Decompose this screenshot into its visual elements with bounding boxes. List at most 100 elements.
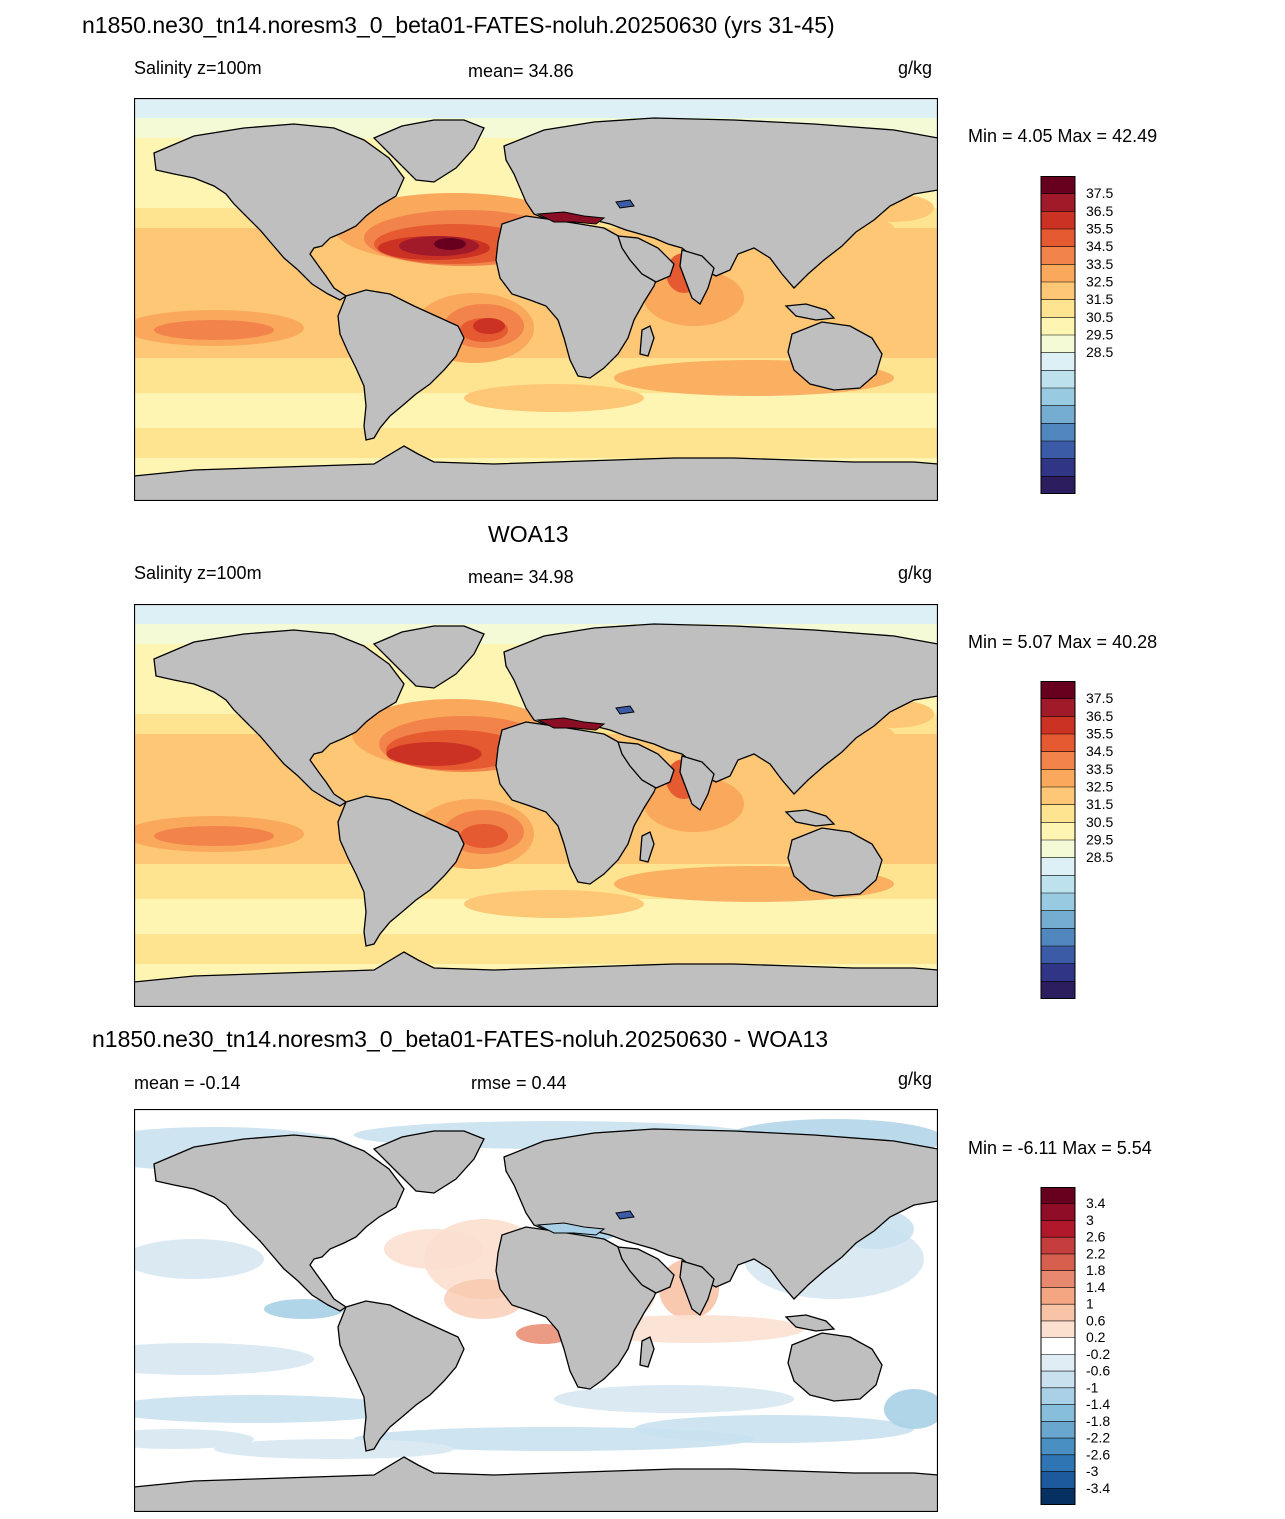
colorbar-tick-label: 37.5	[1086, 690, 1113, 706]
colorbar-tick-label: 34.5	[1086, 238, 1113, 254]
colorbar-swatch	[1041, 370, 1075, 389]
landmass-greenland-2	[372, 1130, 485, 1194]
landmass-south-america-0	[337, 289, 465, 441]
panel3-minmax: Min = -6.11 Max = 5.54	[968, 1138, 1152, 1158]
landmass-australia-2	[787, 1332, 883, 1402]
landmass-south-america-2	[337, 1300, 465, 1452]
colorbar-tick-label: 1.4	[1086, 1279, 1106, 1295]
map-frame-0	[134, 98, 938, 501]
panel2-units: g/kg	[898, 563, 933, 583]
colorbar-swatch	[1041, 1304, 1075, 1322]
black-sea-2	[615, 1210, 635, 1220]
colorbar-tick-label: 2.2	[1086, 1245, 1106, 1261]
panel2-mean: mean= 34.98	[468, 567, 574, 587]
colorbar-tick-label: 33.5	[1086, 256, 1113, 272]
colorbar-tick-label: 1.8	[1086, 1262, 1106, 1278]
colorbar-tick-label: 36.5	[1086, 708, 1113, 724]
landmass-africa-0	[495, 215, 661, 379]
colorbar-tick-label: 35.5	[1086, 221, 1113, 237]
colorbar-swatch	[1041, 1387, 1075, 1405]
mediterranean-sea-0	[536, 211, 606, 225]
world-map-salinity-difference	[134, 1109, 938, 1512]
panel3-colorbar: 3.432.62.21.81.410.60.2-0.2-0.6-1-1.4-1.…	[1040, 1187, 1110, 1505]
landmass-madagascar-1	[639, 831, 655, 863]
landmass-north-america-0	[153, 123, 405, 301]
colorbar-swatch	[1041, 1337, 1075, 1355]
colorbar-swatch	[1041, 1253, 1075, 1271]
colorbar-tick-label: 30.5	[1086, 814, 1113, 830]
colorbar-tick-label: -2.6	[1086, 1446, 1110, 1462]
colorbar-swatch	[1041, 193, 1075, 212]
colorbar-swatch	[1041, 299, 1075, 318]
colorbar-tick-label: 0.2	[1086, 1329, 1106, 1345]
colorbar-tick-label: 28.5	[1086, 849, 1113, 865]
colorbar-tick-label: -3	[1086, 1463, 1099, 1479]
colorbar-swatch	[1041, 229, 1075, 247]
colorbar-tick-label: 32.5	[1086, 274, 1113, 290]
colorbar-swatch	[1041, 1220, 1075, 1238]
panel3-title: n1850.ne30_tn14.noresm3_0_beta01-FATES-n…	[92, 1026, 829, 1052]
panel2-colorbar: 37.5 36.5 35.534.5 33.5 32.531.5 30.5 29.528.5	[1040, 681, 1113, 999]
colorbar-tick-label: 29.5	[1086, 832, 1113, 848]
colorbar-swatch	[1041, 822, 1075, 841]
landmass-antarctica-0	[134, 445, 938, 501]
colorbar-tick-label: 31.5	[1086, 291, 1113, 307]
colorbar-tick-label: 33.5	[1086, 761, 1113, 777]
colorbar-swatch	[1041, 335, 1075, 353]
landmass-africa-2	[495, 1226, 661, 1390]
landmass-antarctica-1	[134, 951, 938, 1007]
colorbar-tick-label: -2.2	[1086, 1430, 1110, 1446]
colorbar-swatch	[1041, 981, 1075, 999]
colorbar-tick-label: -0.2	[1086, 1346, 1110, 1362]
panel3-rmse: rmse = 0.44	[471, 1073, 567, 1093]
colorbar-swatch	[1041, 893, 1075, 911]
colorbar-swatch	[1041, 1287, 1075, 1305]
colorbar-swatch	[1041, 928, 1075, 947]
colorbar-swatch	[1041, 246, 1075, 265]
colorbar-frame	[1040, 681, 1076, 999]
colorbar-swatch	[1041, 1237, 1075, 1255]
colorbar-swatch	[1041, 787, 1075, 805]
colorbar-swatch	[1041, 751, 1075, 770]
panel2-left-label: Salinity z=100m	[134, 563, 262, 583]
colorbar-swatch	[1041, 857, 1075, 876]
panel1-title: n1850.ne30_tn14.noresm3_0_beta01-FATES-n…	[82, 12, 835, 38]
landmass-madagascar-0	[639, 325, 655, 357]
colorbar-swatch	[1041, 769, 1075, 788]
colorbar-swatch	[1041, 352, 1075, 371]
panel1-colorbar: 37.5 36.5 35.534.5 33.5 32.531.5 30.5 29.528.5	[1040, 176, 1113, 494]
landmass-africa-1	[495, 721, 661, 885]
colorbar-tick-label: -3.4	[1086, 1480, 1110, 1496]
colorbar-tick-label: 35.5	[1086, 726, 1113, 742]
black-sea-1	[615, 705, 635, 715]
colorbar-swatch	[1041, 716, 1075, 735]
landmass-north-america-1	[153, 629, 405, 807]
panel2-minmax: Min = 5.07 Max = 40.28	[968, 632, 1158, 652]
colorbar-tick-label: 3	[1086, 1212, 1094, 1228]
colorbar-swatch	[1041, 1404, 1075, 1422]
panel1-units: g/kg	[898, 58, 933, 78]
colorbar-swatch	[1041, 317, 1075, 336]
colorbar-tick-label: 28.5	[1086, 344, 1113, 360]
landmass-indonesia-1	[784, 809, 836, 827]
colorbar-swatch	[1041, 1454, 1075, 1472]
colorbar-swatch	[1041, 264, 1075, 283]
colorbar-swatch	[1041, 1354, 1075, 1372]
colorbar-tick-label: 2.6	[1086, 1229, 1106, 1245]
colorbar-tick-label: 30.5	[1086, 309, 1113, 325]
panel1-left-label: Salinity z=100m	[134, 58, 262, 78]
colorbar-swatch	[1041, 441, 1075, 459]
world-map-salinity-model	[134, 98, 938, 501]
colorbar-swatch	[1041, 698, 1075, 717]
colorbar-swatch	[1041, 1320, 1075, 1338]
colorbar-swatch	[1041, 211, 1075, 230]
colorbar-frame	[1040, 1187, 1076, 1505]
landmass-north-america-2	[153, 1134, 405, 1312]
landmass-arabia-2	[617, 1246, 675, 1294]
colorbar-tick-label: 32.5	[1086, 779, 1113, 795]
colorbar-swatch	[1041, 875, 1075, 894]
colorbar-frame	[1040, 176, 1076, 494]
colorbar-swatch	[1041, 1203, 1075, 1221]
mediterranean-sea-2	[536, 1222, 606, 1236]
colorbar-tick-label: -1.4	[1086, 1396, 1110, 1412]
